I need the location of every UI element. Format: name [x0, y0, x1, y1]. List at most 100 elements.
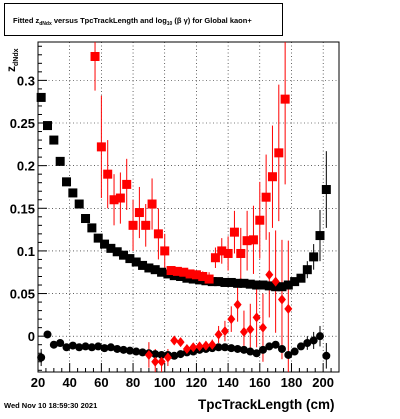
data-point-circle — [43, 330, 52, 339]
data-point-square — [198, 271, 208, 281]
data-point-square — [157, 267, 167, 277]
data-point-square — [115, 193, 125, 203]
marker-layer — [36, 51, 331, 367]
data-point-circle — [265, 342, 274, 351]
data-point-square — [147, 199, 157, 209]
data-point-square — [153, 229, 163, 239]
data-point-square — [93, 233, 103, 243]
x-tick-label: 100 — [154, 375, 176, 390]
data-point-square — [81, 214, 91, 224]
title-box: Fitted zdNdx versus TpcTrackLength and l… — [4, 3, 283, 36]
data-point-diamond — [163, 352, 172, 363]
data-point-diamond — [189, 342, 198, 353]
x-tick-label: 160 — [249, 375, 271, 390]
y-tick-label: 0.25 — [10, 116, 35, 131]
data-point-square — [55, 156, 65, 166]
data-point-square — [74, 199, 84, 209]
data-point-square — [283, 280, 293, 290]
data-point-circle — [100, 344, 109, 353]
data-point-square — [87, 223, 97, 233]
x-tick-label: 140 — [217, 375, 239, 390]
data-point-diamond — [201, 340, 210, 351]
data-point-circle — [214, 343, 223, 352]
data-point-circle — [119, 345, 128, 354]
data-point-square — [191, 270, 201, 280]
data-point-circle — [303, 339, 312, 348]
data-point-circle — [138, 348, 147, 357]
y-axis-title-main: z — [4, 66, 18, 72]
data-point-circle — [322, 351, 331, 360]
data-point-circle — [125, 346, 134, 355]
data-point-square — [217, 246, 227, 256]
data-point-diamond — [284, 303, 293, 314]
data-point-circle — [277, 344, 286, 353]
data-point-circle — [284, 350, 293, 359]
data-point-square — [271, 282, 281, 292]
data-point-square — [131, 257, 141, 267]
data-point-diamond — [233, 299, 242, 310]
data-point-square — [62, 177, 72, 187]
data-point-circle — [315, 332, 324, 341]
data-point-circle — [258, 345, 267, 354]
data-point-square — [128, 220, 138, 230]
y-axis-title: zdNdx — [4, 48, 20, 72]
data-point-diamond — [265, 269, 274, 280]
data-point-circle — [106, 343, 115, 352]
timestamp: Wed Nov 10 18:59:30 2021 — [4, 401, 98, 410]
data-point-square — [223, 248, 233, 258]
data-point-square — [267, 172, 277, 182]
data-point-square — [96, 142, 106, 152]
data-point-diamond — [246, 324, 255, 335]
data-point-circle — [157, 350, 166, 359]
data-point-diamond — [144, 349, 153, 360]
y-tick-label: 0.3 — [17, 73, 35, 88]
y-tick-label: 0.15 — [10, 201, 35, 216]
y-tick-label: 0.1 — [17, 244, 35, 259]
data-point-square — [309, 252, 319, 262]
data-point-diamond — [157, 356, 166, 367]
data-point-diamond — [277, 294, 286, 305]
data-point-circle — [252, 349, 261, 358]
data-point-square — [119, 250, 129, 260]
data-point-square — [258, 280, 268, 290]
data-point-circle — [271, 340, 280, 349]
data-point-circle — [227, 344, 236, 353]
data-point-circle — [75, 343, 84, 352]
x-tick-label: 40 — [62, 375, 76, 390]
data-point-circle — [239, 345, 248, 354]
data-point-square — [277, 282, 287, 292]
data-point-circle — [37, 353, 46, 362]
x-tick-label: 80 — [126, 375, 140, 390]
data-point-square — [103, 169, 113, 179]
title-middle: versus TpcTrackLength and log — [51, 16, 167, 25]
x-tick-label: 180 — [281, 375, 303, 390]
data-point-square — [68, 188, 78, 198]
x-tick-label: 120 — [186, 375, 208, 390]
data-point-square — [100, 239, 110, 249]
data-point-circle — [68, 341, 77, 350]
data-point-circle — [56, 339, 65, 348]
title-subscript: dNdx — [39, 21, 52, 27]
data-point-square — [214, 277, 224, 287]
y-axis-title-sub: dNdx — [13, 48, 20, 66]
data-point-diamond — [220, 326, 229, 337]
data-point-circle — [220, 343, 229, 352]
data-point-square — [321, 185, 331, 195]
data-point-square — [172, 266, 182, 276]
data-point-square — [144, 263, 154, 273]
data-point-square — [261, 192, 271, 202]
data-point-square — [280, 94, 290, 104]
x-tick-label: 60 — [94, 375, 108, 390]
x-tick-label: 200 — [312, 375, 334, 390]
data-point-diamond — [176, 337, 185, 348]
data-point-square — [106, 243, 116, 253]
data-point-square — [290, 277, 300, 287]
data-point-square — [242, 236, 252, 246]
data-point-diamond — [195, 341, 204, 352]
data-point-square — [233, 278, 243, 288]
data-point-square — [109, 195, 119, 205]
data-point-circle — [81, 342, 90, 351]
data-point-square — [138, 260, 148, 270]
data-point-circle — [62, 343, 71, 352]
